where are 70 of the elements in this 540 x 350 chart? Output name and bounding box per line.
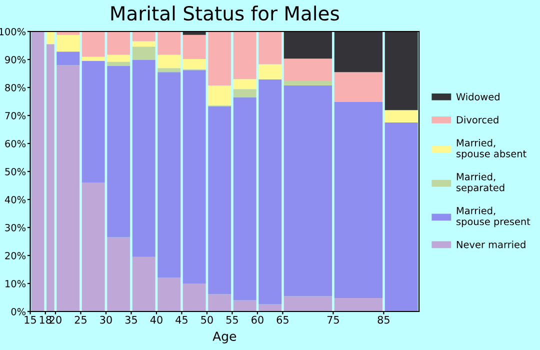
x-tick-label: 75 — [327, 316, 339, 324]
x-tick-label: 25 — [74, 316, 86, 324]
bar — [107, 54, 130, 62]
y-tick-label: 40% — [4, 196, 26, 204]
bar — [208, 32, 232, 86]
bar — [107, 237, 130, 312]
y-tick-label: 30% — [5, 224, 26, 232]
y-tick-label: 0% — [11, 308, 26, 316]
bar — [158, 32, 181, 55]
y-tick-label: 20% — [5, 252, 26, 260]
bar — [258, 79, 282, 304]
bar — [132, 60, 156, 257]
legend-label: Married, spouse absent — [456, 138, 526, 160]
x-axis-title: Age — [212, 332, 236, 344]
bar — [107, 62, 130, 66]
bar — [182, 58, 206, 70]
legend-label: Married, spouse present — [456, 206, 530, 228]
bar — [82, 60, 105, 183]
bar — [158, 68, 181, 72]
bar — [233, 97, 256, 300]
bar — [82, 182, 105, 312]
x-tick-label: 35 — [125, 316, 137, 324]
bar — [158, 54, 181, 68]
x-tick-label: 85 — [378, 316, 390, 324]
bar — [182, 284, 206, 312]
bar — [182, 34, 206, 59]
bar — [233, 79, 256, 90]
y-tick-label: 60% — [5, 140, 26, 148]
bar — [258, 32, 282, 64]
bar — [56, 34, 80, 52]
legend-label: Married, separated — [456, 172, 504, 194]
x-tick-label: 40 — [150, 316, 162, 324]
bar — [56, 52, 80, 66]
bar — [158, 278, 181, 312]
bar — [233, 32, 256, 80]
bar — [208, 294, 232, 312]
y-tick-label: 80% — [5, 84, 26, 92]
bar — [82, 56, 105, 61]
bar — [233, 89, 256, 98]
y-tick-label: 70% — [5, 112, 26, 120]
bar — [56, 65, 80, 312]
bar — [132, 46, 156, 60]
bar — [258, 304, 282, 312]
y-tick-label: 10% — [6, 280, 26, 288]
bar — [258, 64, 282, 80]
x-tick-label: 55 — [226, 316, 238, 324]
bar — [56, 32, 80, 35]
x-tick-label: 60 — [252, 316, 264, 324]
legend-label: Divorced — [456, 116, 498, 124]
y-tick-label: 90% — [5, 56, 26, 64]
bar — [132, 32, 156, 42]
bar — [208, 106, 232, 294]
y-tick-label: 50% — [5, 168, 26, 176]
bar — [107, 66, 130, 238]
bar — [107, 32, 130, 55]
bar — [233, 300, 256, 312]
bar — [158, 72, 181, 278]
bar — [132, 41, 156, 47]
x-tick-label: 30 — [100, 316, 112, 324]
x-tick-label: 65 — [276, 316, 288, 324]
x-tick-label: 50 — [201, 316, 213, 324]
bar — [208, 86, 232, 106]
legend-label: Never married — [456, 240, 526, 248]
bar — [132, 256, 156, 312]
bar — [82, 32, 105, 57]
bar — [182, 70, 206, 284]
chart-title: Marital Status for Males — [111, 6, 339, 21]
legend-label: Widowed — [456, 92, 500, 100]
x-tick-label: 45 — [176, 316, 188, 324]
x-tick-label: 15 — [24, 316, 36, 324]
